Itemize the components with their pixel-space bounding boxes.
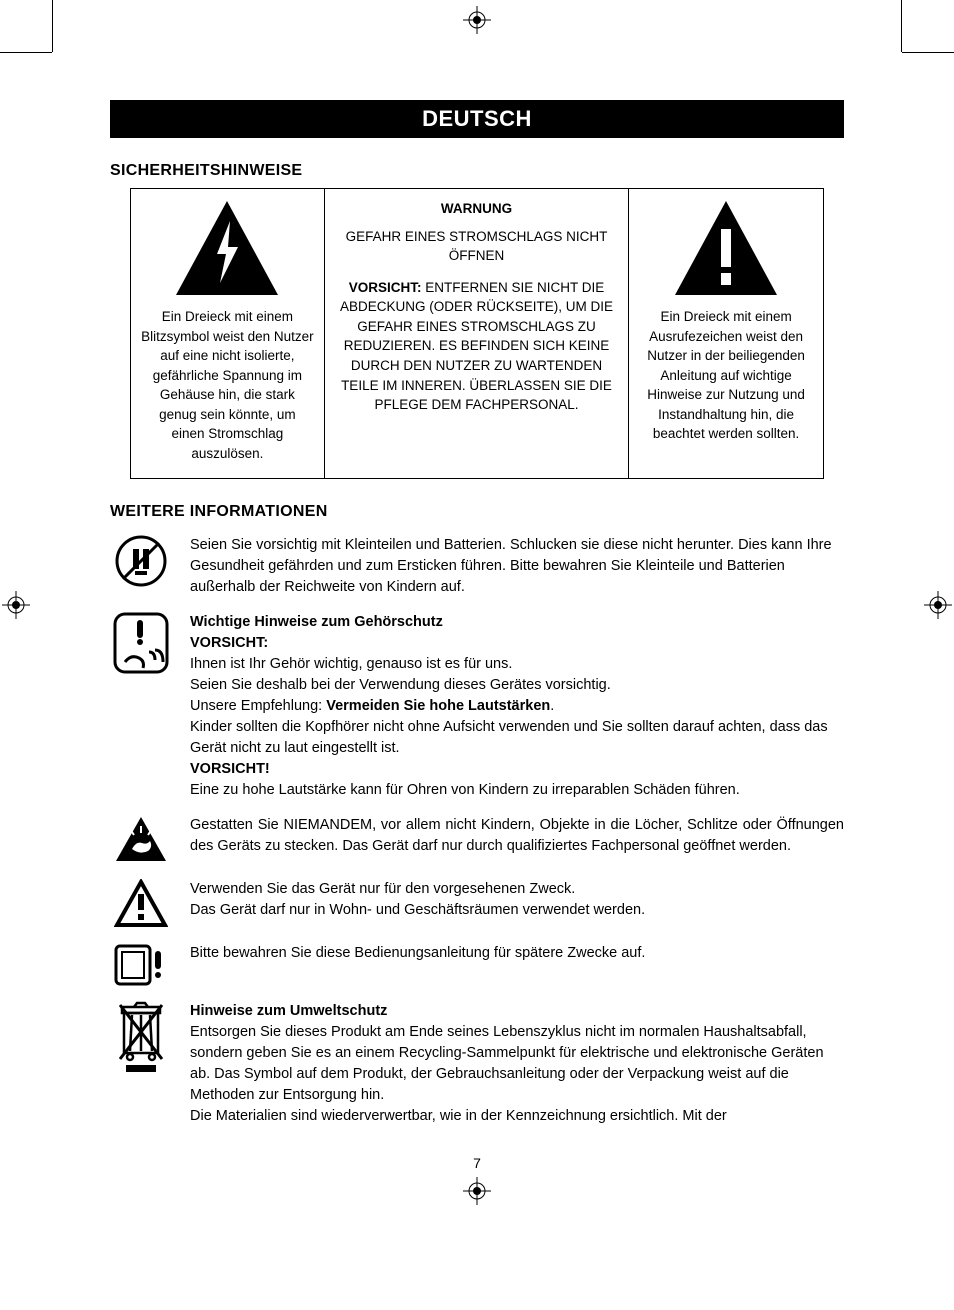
exclamation-triangle-icon: [671, 199, 781, 299]
warning-right-text: Ein Dreieck mit einem Ausrufezeichen wei…: [647, 309, 805, 441]
warning-title: WARNUNG: [335, 199, 618, 219]
language-bar: DEUTSCH: [110, 100, 844, 138]
manual-icon: [113, 943, 169, 987]
caution-triangle-icon: [114, 879, 168, 929]
no-swallow-icon: [115, 535, 167, 587]
hearing-icon: [113, 612, 169, 674]
info-small-parts: Seien Sie vorsichtig mit Kleinteilen und…: [190, 535, 844, 598]
document-page: DEUTSCH SICHERHEITSHINWEISE Ein Dreieck …: [0, 0, 954, 1211]
heading-safety: SICHERHEITSHINWEISE: [110, 162, 844, 180]
heading-more: WEITERE INFORMATIONEN: [110, 503, 844, 521]
page-number: 7: [110, 1155, 844, 1171]
warning-mid-caution: VORSICHT: ENTFERNEN SIE NICHT DIE ABDECK…: [340, 280, 613, 412]
weee-bin-icon: [116, 1001, 166, 1073]
info-environment: Hinweise zum Umweltschutz Entsorgen Sie …: [190, 1001, 844, 1127]
info-keep-manual: Bitte bewahren Sie diese Bedienungsanlei…: [190, 943, 844, 964]
info-intended-use: Verwenden Sie das Gerät nur für den vorg…: [190, 879, 844, 921]
no-insert-icon: [114, 815, 168, 865]
warning-left-text: Ein Dreieck mit einem Blitzsymbol weist …: [141, 309, 314, 461]
info-hearing: Wichtige Hinweise zum Gehörschutz VORSIC…: [190, 612, 844, 801]
lightning-triangle-icon: [172, 199, 282, 299]
warning-box: Ein Dreieck mit einem Blitzsymbol weist …: [130, 188, 824, 479]
info-no-insert: Gestatten Sie NIEMANDEM, vor allem nicht…: [190, 815, 844, 857]
warning-mid-top: GEFAHR EINES STROMSCHLAGS NICHT ÖFFNEN: [335, 227, 618, 266]
